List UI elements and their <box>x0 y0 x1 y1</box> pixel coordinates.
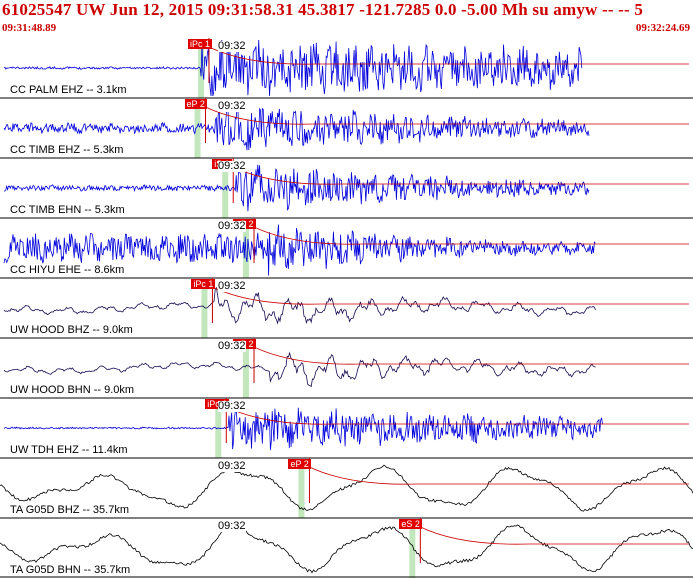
pick-flag[interactable]: iPc 1 <box>205 399 230 409</box>
pick-window <box>215 404 222 458</box>
coda-line <box>251 345 689 365</box>
pick-window <box>409 524 416 578</box>
coda-line <box>251 225 689 245</box>
trace-channel-label[interactable]: UW HOOD BHZ -- 9.0km <box>10 324 133 336</box>
waveform <box>3 224 596 276</box>
coda-line <box>231 165 689 185</box>
pick-window <box>194 104 201 158</box>
trace-channel-label[interactable]: TA G05D BHN -- 35.7km <box>10 564 131 576</box>
waveform <box>3 351 596 388</box>
minute-tick-label: 09:32 <box>218 100 246 112</box>
coda-line <box>206 45 689 65</box>
pick-window <box>243 344 250 398</box>
waveform <box>3 162 590 212</box>
title-bar: 61025547 UW Jun 12, 2015 09:31:58.31 45.… <box>0 0 693 38</box>
trace-channel-label[interactable]: UW TDH EHZ -- 11.4km <box>10 444 128 456</box>
minute-tick-label: 09:32 <box>218 340 246 352</box>
pick-flag[interactable]: iPc 1 <box>191 279 216 289</box>
waveform <box>0 524 693 574</box>
window-start-time: 09:31:48.89 <box>2 22 57 34</box>
trace-channel-label[interactable]: CC PALM EHZ -- 3.1km <box>10 84 127 96</box>
minute-tick-label: 09:32 <box>218 520 246 532</box>
minute-tick-label: 09:32 <box>218 460 246 472</box>
pick-window <box>222 164 229 218</box>
minute-tick-label: 09:32 <box>218 40 246 52</box>
waveform <box>0 464 693 512</box>
pick-flag[interactable]: eP 2 <box>184 99 207 109</box>
event-title: 61025547 UW Jun 12, 2015 09:31:58.31 45.… <box>2 0 644 19</box>
trace-channel-label[interactable]: TA G05D BHZ -- 35.7km <box>10 504 129 516</box>
waveform <box>3 39 583 97</box>
minute-tick-label: 09:32 <box>218 400 246 412</box>
coda-line <box>203 105 689 125</box>
minute-tick-label: 09:32 <box>218 160 246 172</box>
window-end-time: 09:32:24.69 <box>635 22 690 34</box>
trace-channel-label[interactable]: UW HOOD BHN -- 9.0km <box>10 384 135 396</box>
waveform <box>3 407 603 450</box>
seismogram-panel[interactable] <box>0 38 693 578</box>
coda-line <box>418 525 689 545</box>
waveform <box>3 106 590 151</box>
trace-channel-label[interactable]: CC HIYU EHE -- 8.6km <box>10 264 125 276</box>
minute-tick-label: 09:32 <box>218 220 246 232</box>
waveform <box>3 286 596 325</box>
trace-channel-label[interactable]: CC TIMB EHZ -- 5.3km <box>10 144 124 156</box>
minute-tick-label: 09:32 <box>218 280 246 292</box>
pick-flag[interactable]: eS 2 <box>399 519 422 529</box>
trace-channel-label[interactable]: CC TIMB EHN -- 5.3km <box>10 204 125 216</box>
coda-line <box>307 465 689 485</box>
pick-window <box>201 284 208 338</box>
coda-line <box>210 285 689 305</box>
pick-flag[interactable]: iPc 1 <box>187 39 212 49</box>
pick-window <box>298 464 305 518</box>
pick-flag[interactable]: eP 2 <box>288 459 311 469</box>
